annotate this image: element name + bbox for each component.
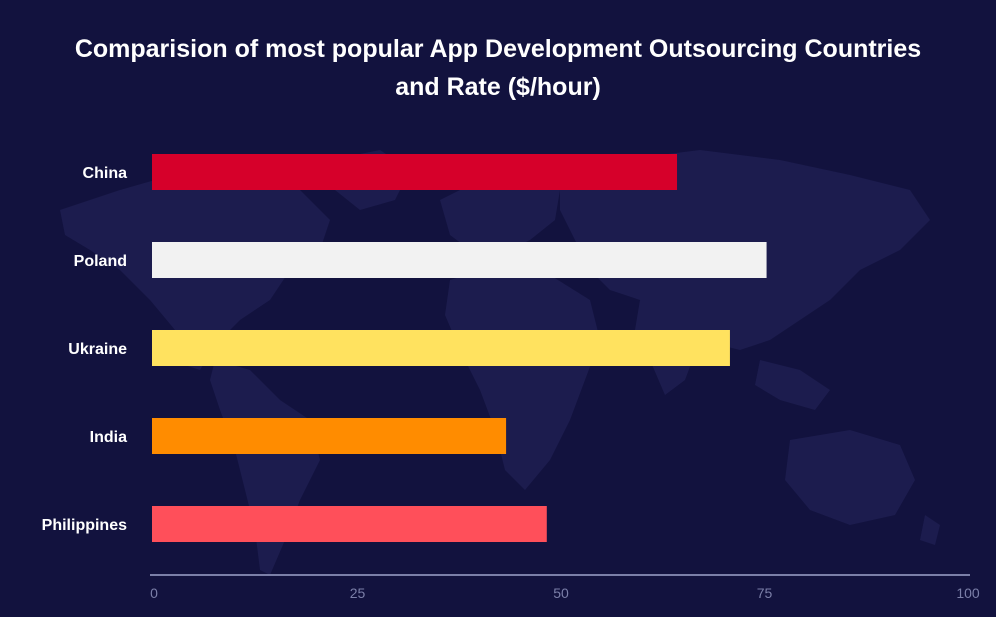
- x-tick-label-75: 75: [757, 585, 773, 601]
- bar-india: [152, 418, 507, 454]
- bar-ukraine: [152, 330, 730, 366]
- bar-poland: [152, 242, 767, 278]
- category-labels: China Poland Ukraine India Philippines: [42, 165, 127, 534]
- x-tick-label-0: 0: [150, 585, 158, 601]
- category-label-poland: Poland: [74, 253, 127, 270]
- category-label-india: India: [90, 429, 127, 446]
- map-landmass: [785, 430, 915, 525]
- x-tick-label-100: 100: [956, 585, 980, 601]
- map-landmass: [210, 360, 320, 575]
- bar-china: [152, 154, 678, 190]
- x-tick-label-25: 25: [350, 585, 366, 601]
- chart-title: Comparision of most popular App Developm…: [0, 30, 996, 106]
- map-landmass: [755, 360, 830, 410]
- chart-title-line-2: and Rate ($/hour): [395, 73, 601, 101]
- category-label-china: China: [83, 165, 128, 182]
- map-landmass: [920, 515, 940, 545]
- category-label-ukraine: Ukraine: [68, 341, 127, 358]
- bars-layer: [152, 154, 767, 542]
- category-label-philippines: Philippines: [42, 517, 127, 534]
- map-landmass: [440, 175, 560, 255]
- x-axis-ticks: 0 25 50 75 100: [150, 585, 980, 601]
- x-tick-label-50: 50: [553, 585, 569, 601]
- bar-philippines: [152, 506, 547, 542]
- chart-title-line-1: Comparision of most popular App Developm…: [74, 35, 922, 63]
- map-landmass: [445, 265, 600, 490]
